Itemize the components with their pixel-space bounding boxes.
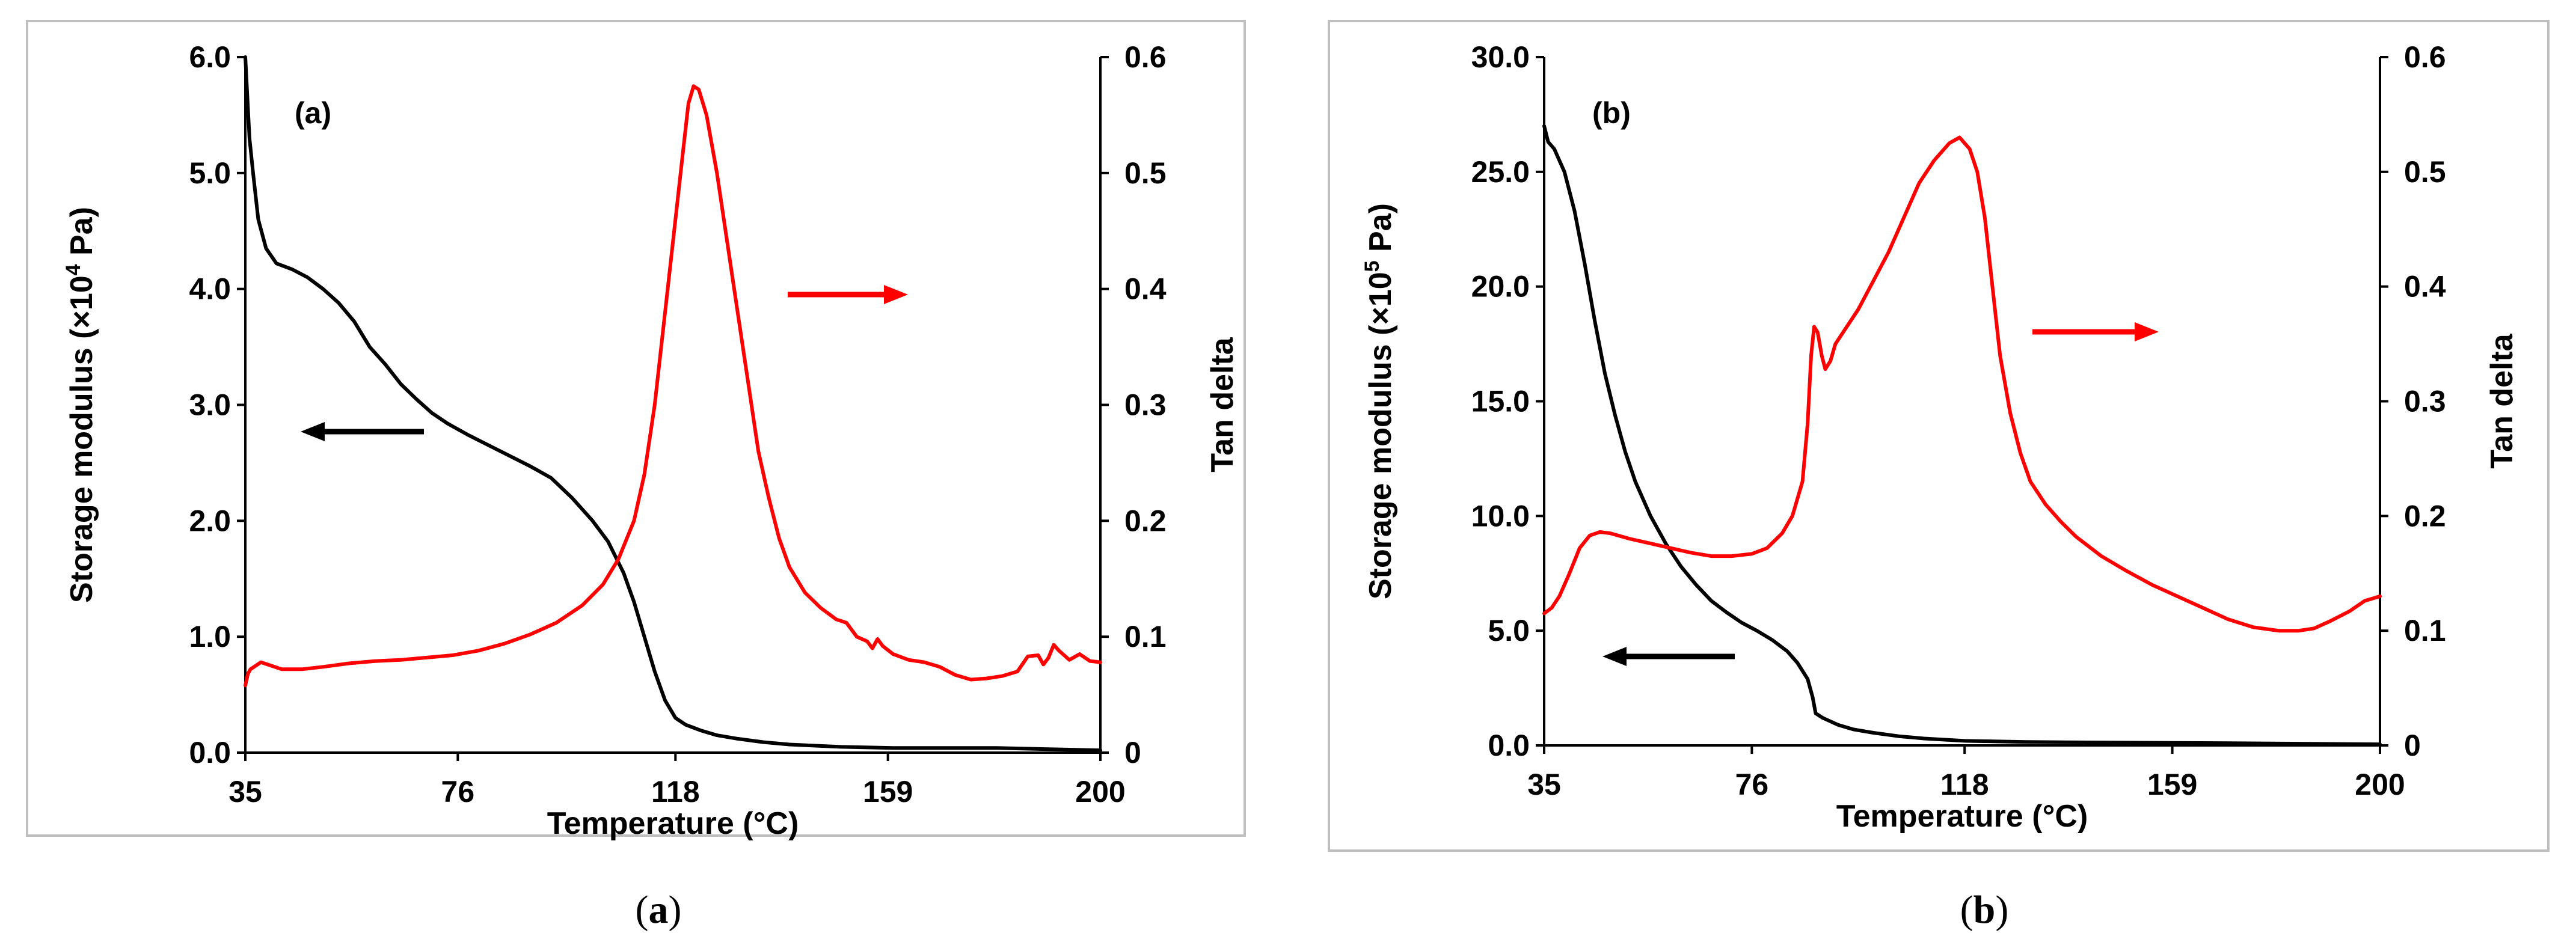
caption-open: ( <box>1960 888 1973 932</box>
y-left-axis-label: Storage modulus (×105 Pa) <box>1361 203 1398 599</box>
caption-close: ) <box>669 888 682 932</box>
y-right-tick-label: 0.3 <box>1124 388 1167 422</box>
caption-letter: b <box>1973 888 1996 932</box>
y-right-tick-label: 0.1 <box>1124 620 1167 653</box>
y-right-tick-label: 0.3 <box>2404 385 2446 418</box>
y-left-tick-label: 3.0 <box>189 388 231 422</box>
chart-panel-b: 35 76 118 159 200 0.0 5.0 10.0 15.0 20.0 25.0 30.0 0… <box>1328 20 2550 932</box>
y-left-tick-label: 6.0 <box>189 40 231 74</box>
y-left-tick-label: 4.0 <box>189 272 231 306</box>
y-left-axis-label-exponent: 4 <box>62 264 85 275</box>
storage-modulus-line <box>244 55 1102 753</box>
x-axis-label: Temperature (°C) <box>547 806 799 841</box>
y-right-tick-label: 0 <box>1124 736 1141 769</box>
x-tick-label: 200 <box>1075 775 1125 809</box>
x-tick-label: 159 <box>863 775 913 809</box>
caption-letter: a <box>649 888 669 932</box>
x-tick-label: 118 <box>1940 768 1989 801</box>
y-left-tick-label: 0.0 <box>189 736 231 769</box>
chart-panel-a: 35 76 118 159 200 0.0 1.0 2.0 3.0 4.0 5.0 6.0 0 0.1 0.… <box>26 20 1246 932</box>
panel-label: (b) <box>1592 96 1631 130</box>
panel-frame <box>26 20 1246 837</box>
x-tick-label: 118 <box>651 775 700 809</box>
y-right-tick-label: 0.5 <box>2404 155 2446 189</box>
y-left-tick-label: 5.0 <box>189 156 231 190</box>
y-left-axis-label-unit: Pa) <box>64 207 99 264</box>
y-left-axis-label-exponent: 5 <box>1361 260 1384 272</box>
y-left-tick-label: 1.0 <box>189 620 231 653</box>
y-right-tick-label: 0.2 <box>1124 504 1167 537</box>
x-tick-label: 159 <box>2147 768 2197 801</box>
y-left-tick-label: 0.0 <box>1488 729 1530 762</box>
y-left-axis-label-text: Storage modulus (×10 <box>64 275 99 603</box>
x-tick-label: 35 <box>1527 768 1561 801</box>
x-axis-label: Temperature (°C) <box>1836 799 2088 834</box>
tan-delta-line <box>1542 135 2382 633</box>
y-right-tick-label: 0.1 <box>2404 614 2446 647</box>
y-left-tick-label: 10.0 <box>1471 499 1530 533</box>
panel-label: (a) <box>295 96 331 130</box>
panel-frame <box>1328 20 2550 852</box>
x-tick-label: 76 <box>1735 768 1769 801</box>
y-right-tick-label: 0 <box>2404 729 2421 762</box>
y-right-tick-label: 0.4 <box>1124 272 1167 306</box>
y-left-tick-label: 25.0 <box>1471 155 1530 189</box>
y-left-axis-label-text: Storage modulus (×10 <box>1363 272 1398 599</box>
y-right-tick-label: 0.2 <box>2404 499 2446 533</box>
y-right-tick-label: 0.5 <box>1124 156 1167 190</box>
left-arrow-head <box>301 422 325 441</box>
y-left-tick-label: 2.0 <box>189 504 231 537</box>
y-left-tick-label: 20.0 <box>1471 270 1530 304</box>
x-tick-label: 76 <box>441 775 475 809</box>
y-left-tick-label: 30.0 <box>1471 40 1530 74</box>
left-arrow-head <box>1602 647 1627 666</box>
y-right-tick-label: 0.4 <box>2404 270 2446 304</box>
right-arrow-head <box>2135 322 2159 341</box>
y-right-axis-label: Tan delta <box>1205 337 1240 472</box>
y-left-tick-label: 15.0 <box>1471 385 1530 418</box>
y-left-tick-label: 5.0 <box>1488 614 1530 647</box>
y-right-axis-label: Tan delta <box>2485 333 2519 468</box>
y-left-axis-label-unit: Pa) <box>1363 203 1398 260</box>
panel-caption: (a) <box>636 888 682 932</box>
caption-close: ) <box>1995 888 2008 932</box>
right-arrow-head <box>884 285 908 304</box>
x-tick-label: 35 <box>228 775 262 809</box>
panel-caption: (b) <box>1960 888 2009 932</box>
storage-modulus-line <box>1542 124 2382 747</box>
x-tick-label: 200 <box>2355 768 2405 801</box>
caption-open: ( <box>636 888 649 932</box>
y-right-tick-label: 0.6 <box>1124 40 1167 74</box>
y-left-axis-label: Storage modulus (×104 Pa) <box>62 207 99 603</box>
tan-delta-line <box>244 84 1102 688</box>
y-right-tick-label: 0.6 <box>2404 40 2446 74</box>
